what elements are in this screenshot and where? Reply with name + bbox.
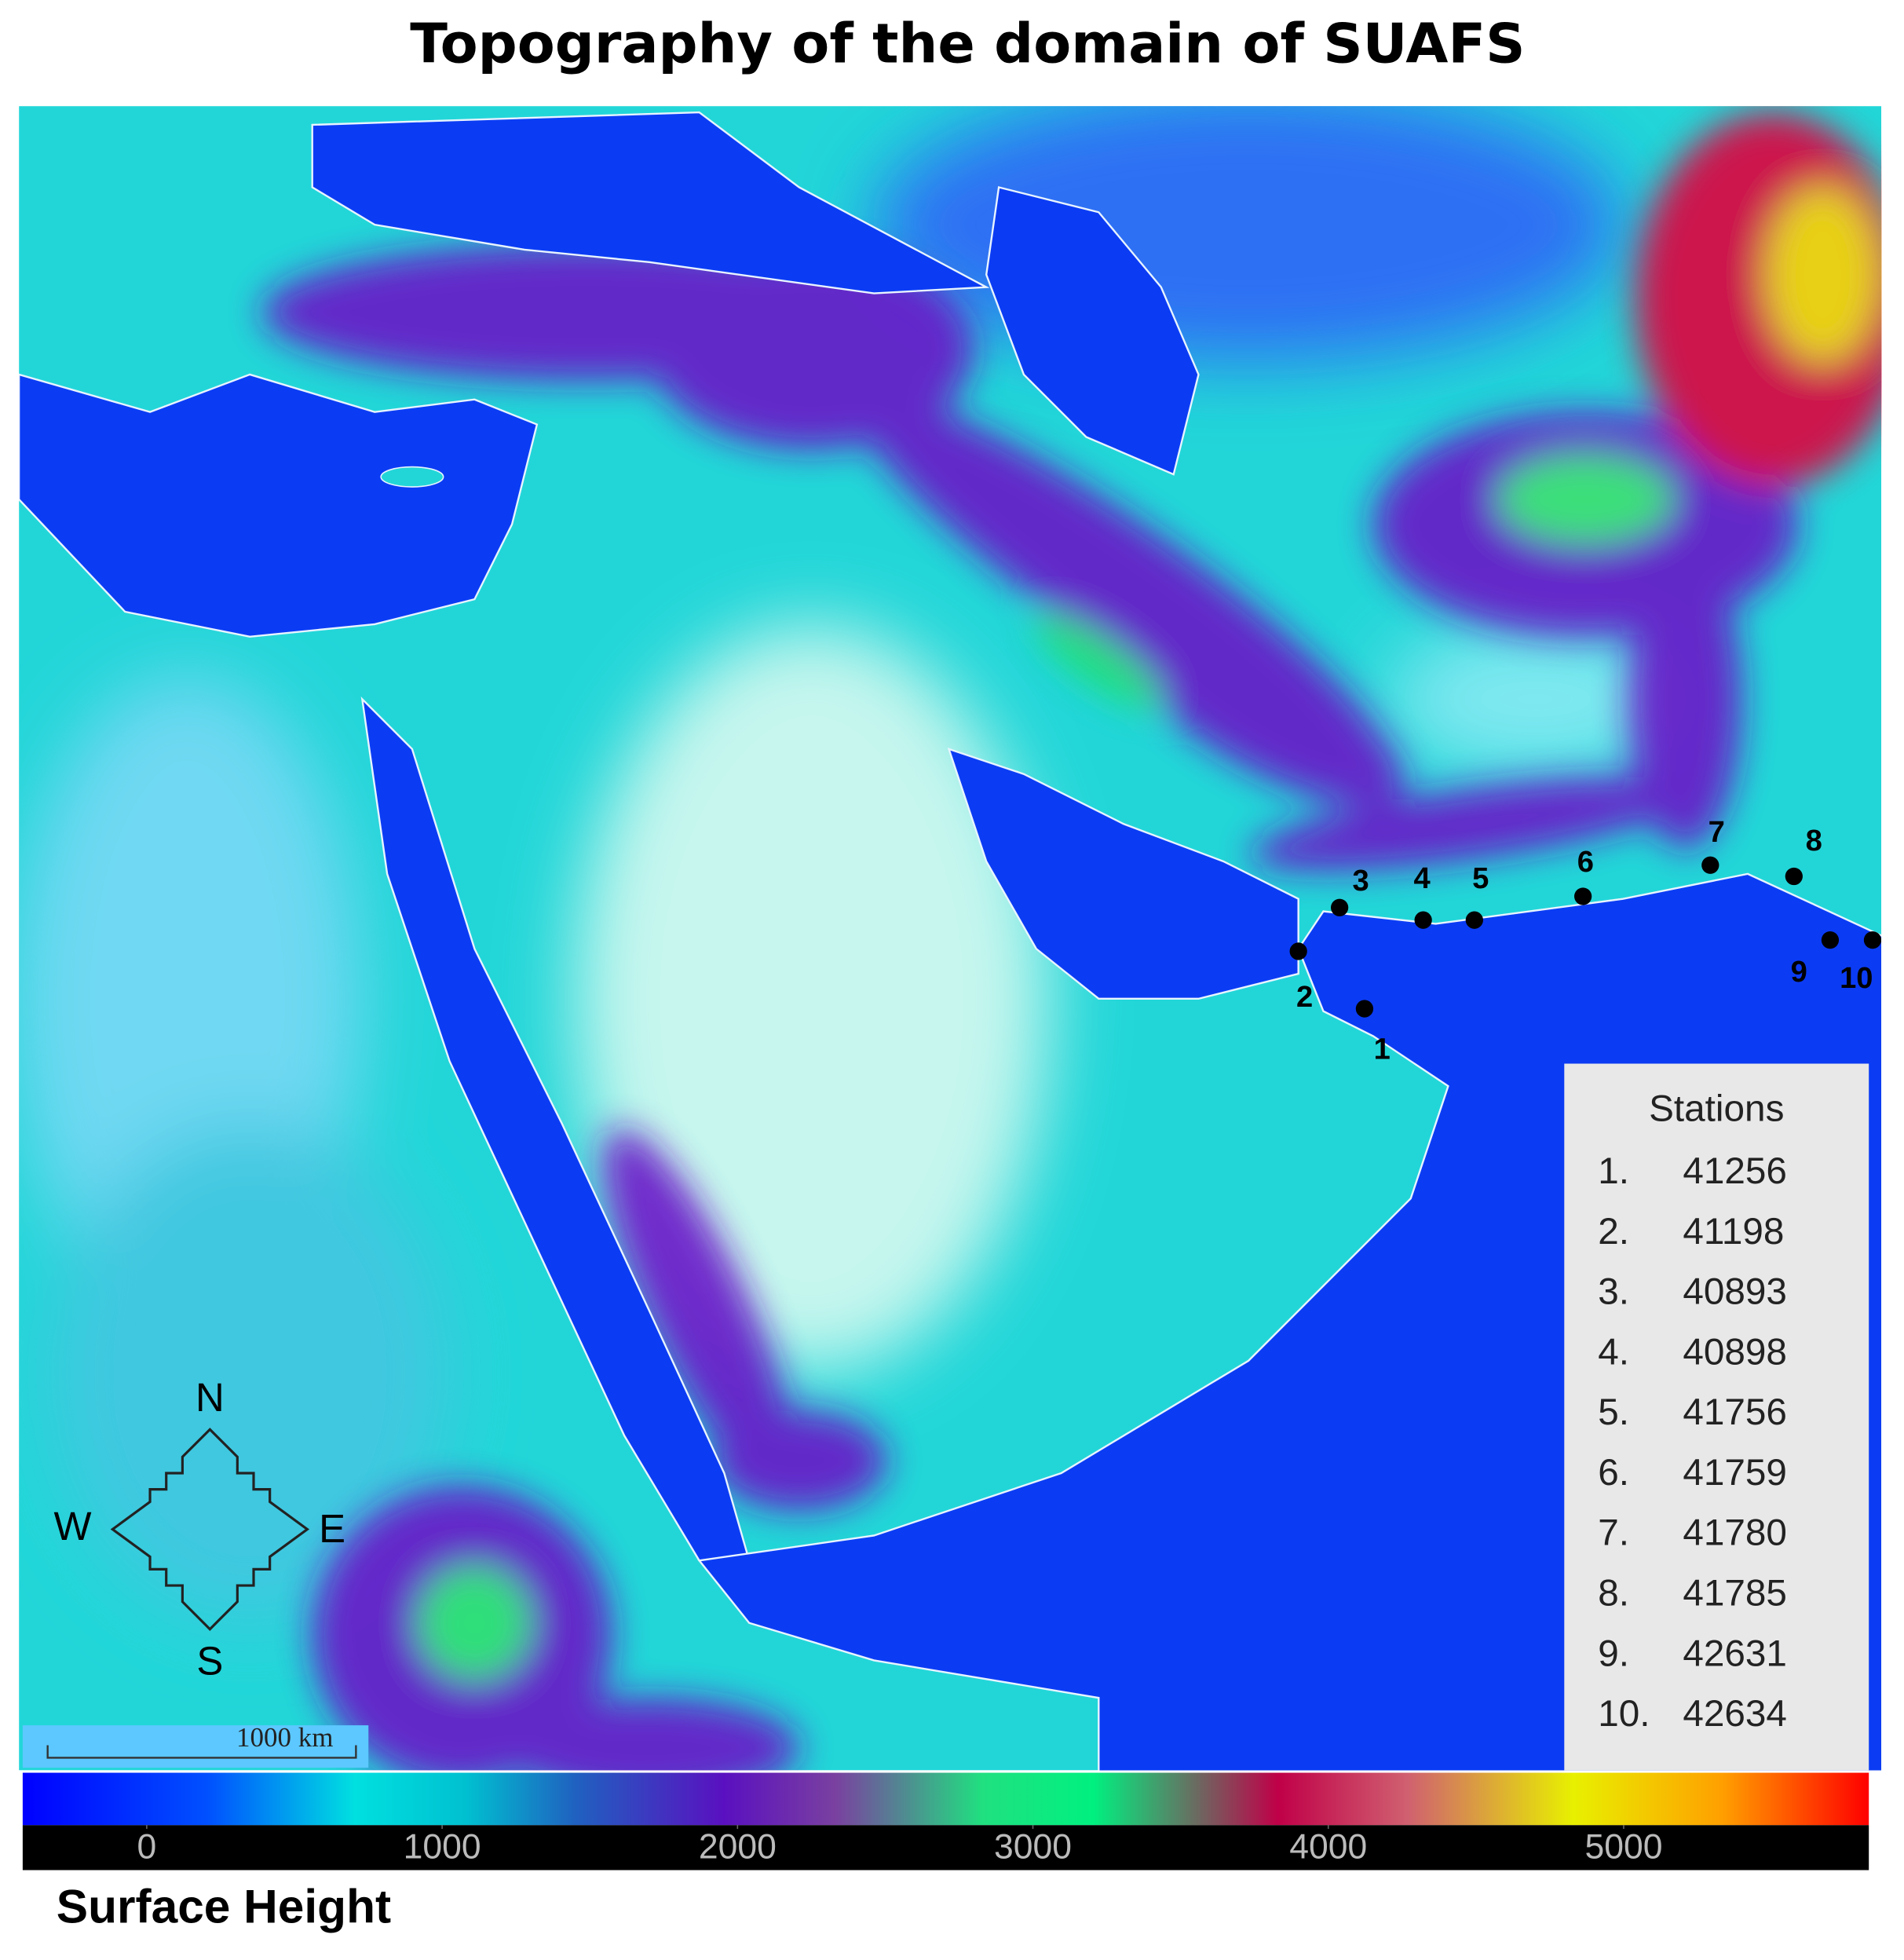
legend-station-id: 41785 — [1683, 1573, 1787, 1614]
legend-station-id: 40893 — [1683, 1271, 1787, 1313]
legend-station-id: 41256 — [1683, 1150, 1787, 1192]
legend-station-id: 41780 — [1683, 1512, 1787, 1554]
legend-number: 1. — [1598, 1150, 1629, 1192]
legend-station-id: 40898 — [1683, 1331, 1787, 1373]
compass-rose — [110, 1428, 310, 1631]
station-label: 3 — [1353, 864, 1369, 898]
colorbar-tick-label: 0 — [137, 1827, 157, 1866]
compass-s: S — [196, 1639, 223, 1684]
station-label: 1 — [1374, 1033, 1391, 1066]
scale-bar-label: 1000 km — [236, 1722, 333, 1753]
station-marker — [1414, 911, 1432, 929]
colorbar: 0 1000 2000 3000 4000 5000 — [22, 1772, 1869, 1870]
station-marker — [1289, 942, 1307, 960]
legend-station-id: 41198 — [1683, 1211, 1784, 1252]
station-label: 6 — [1577, 845, 1594, 879]
station-label: 5 — [1472, 861, 1489, 895]
colorbar-ticks: 0 1000 2000 3000 4000 5000 — [137, 1825, 1662, 1866]
station-marker — [1331, 898, 1349, 916]
scale-bar-box — [22, 1725, 369, 1768]
map: 1 2 3 4 5 6 7 8 9 10 N S W E 1000 km Stations 1. 4… — [19, 106, 1882, 1771]
station-label: 4 — [1413, 861, 1430, 895]
stations: 1 2 3 4 5 6 7 8 9 10 — [1289, 815, 1882, 1066]
scale-bar-line — [46, 1745, 357, 1759]
station-label: 2 — [1296, 980, 1313, 1014]
legend-number: 9. — [1598, 1633, 1629, 1674]
colorbar-tick-label: 2000 — [699, 1827, 777, 1866]
colorbar-tick-label: 1000 — [404, 1827, 481, 1866]
legend-box — [1564, 1063, 1869, 1771]
terrain-low — [19, 106, 1686, 1623]
colorbar-tick-label: 4000 — [1289, 1827, 1367, 1866]
station-marker — [1863, 931, 1882, 949]
colorbar-band — [22, 1825, 1869, 1870]
station-label: 8 — [1806, 824, 1822, 858]
legend-number: 7. — [1598, 1512, 1629, 1554]
station-marker — [1785, 867, 1803, 886]
legend-station-id: 41756 — [1683, 1391, 1787, 1433]
legend-number: 6. — [1598, 1452, 1629, 1494]
station-marker — [1821, 931, 1840, 949]
compass: N S W E — [53, 1375, 345, 1683]
station-label: 9 — [1791, 955, 1807, 989]
legend: Stations 1. 41256 2. 41198 3. 40893 4. 40898 5. 4… — [1564, 1063, 1869, 1771]
compass-n: N — [196, 1375, 225, 1420]
legend-number: 2. — [1598, 1211, 1629, 1252]
title: Topography of the domain of SUAFS — [410, 12, 1525, 75]
compass-e: E — [319, 1506, 345, 1551]
legend-number: 4. — [1598, 1331, 1629, 1373]
station-label: 7 — [1708, 815, 1725, 849]
colorbar-tick-label: 5000 — [1584, 1827, 1662, 1866]
legend-title: Stations — [1649, 1088, 1784, 1130]
legend-number: 8. — [1598, 1573, 1629, 1614]
legend-station-id: 42634 — [1683, 1693, 1787, 1735]
station-marker — [1574, 887, 1592, 905]
station-marker — [1465, 911, 1483, 929]
legend-number: 3. — [1598, 1271, 1629, 1313]
compass-w: W — [53, 1504, 91, 1549]
legend-number: 5. — [1598, 1391, 1629, 1433]
legend-station-id: 41759 — [1683, 1452, 1787, 1494]
scale-bar: 1000 km — [22, 1722, 369, 1768]
colorbar-ramp — [22, 1772, 1869, 1826]
station-label: 10 — [1840, 961, 1873, 995]
station-marker — [1355, 1000, 1374, 1018]
legend-station-id: 42631 — [1683, 1633, 1787, 1674]
colorbar-label: Surface Height — [57, 1879, 391, 1933]
terrain-high — [262, 112, 1882, 1771]
legend-number: 10. — [1598, 1693, 1650, 1735]
colorbar-tick-label: 3000 — [994, 1827, 1072, 1866]
station-marker — [1701, 856, 1719, 874]
island — [380, 466, 444, 488]
legend-items: 1. 41256 2. 41198 3. 40893 4. 40898 5. 41756 6. 417… — [1598, 1150, 1787, 1735]
